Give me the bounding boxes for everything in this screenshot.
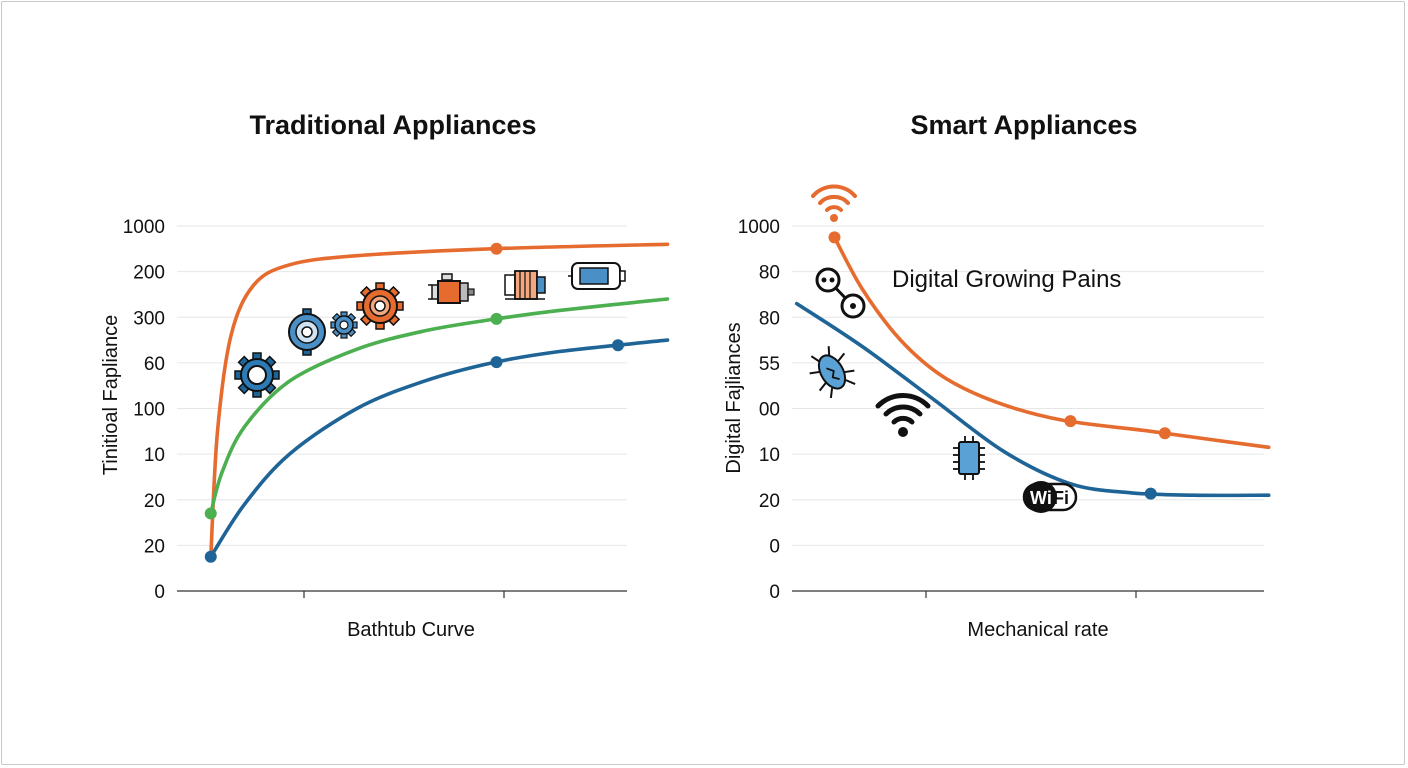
grid bbox=[792, 225, 1264, 546]
data-point-orange bbox=[490, 242, 503, 255]
chart-title: Traditional Appliances bbox=[249, 110, 536, 140]
data-point-green bbox=[490, 312, 503, 325]
traditional-appliances-panel: Traditional Appliances 10002003006010010… bbox=[100, 110, 670, 641]
y-tick-label: 80 bbox=[759, 308, 780, 329]
y-tick-label: 100 bbox=[133, 400, 165, 421]
y-tick-label: 60 bbox=[144, 354, 165, 375]
series-line-blue bbox=[794, 301, 1271, 498]
x-axis-label: Bathtub Curve bbox=[347, 619, 475, 641]
gear-icon bbox=[288, 308, 326, 356]
y-tick-label: 0 bbox=[154, 582, 165, 603]
svg-text:Fi: Fi bbox=[1053, 488, 1069, 508]
y-tick-label: 1000 bbox=[738, 217, 780, 238]
series-markers bbox=[828, 231, 1171, 500]
data-point-blue bbox=[490, 356, 503, 369]
y-tick-label: 00 bbox=[759, 400, 780, 421]
y-tick-label: 20 bbox=[144, 536, 165, 557]
y-axis-label: Digital Fajliances bbox=[723, 322, 745, 473]
data-point-green bbox=[204, 507, 217, 520]
svg-text:Wi: Wi bbox=[1030, 488, 1052, 508]
y-tick-label: 20 bbox=[759, 491, 780, 512]
filter-icon bbox=[504, 270, 546, 300]
series-line-blue bbox=[209, 338, 670, 559]
y-tick-label: 300 bbox=[133, 308, 165, 329]
gear-icon bbox=[330, 311, 358, 339]
chip-icon bbox=[953, 436, 985, 480]
x-axis-label: Mechanical rate bbox=[967, 619, 1108, 641]
annotation-digital-growing-pains: Digital Growing Pains bbox=[892, 266, 1121, 293]
y-tick-label: 80 bbox=[759, 263, 780, 284]
data-point-blue bbox=[1144, 487, 1157, 500]
data-point-orange bbox=[828, 231, 841, 244]
y-tick-label: 0 bbox=[769, 582, 780, 603]
bug-icon bbox=[809, 346, 856, 399]
wifi-icon bbox=[875, 393, 931, 437]
data-point-blue bbox=[204, 550, 217, 563]
y-axis-label: Tinitioal Fapliance bbox=[100, 315, 122, 475]
gear-icon bbox=[234, 352, 280, 398]
series-line-green bbox=[209, 297, 670, 516]
series-line-orange bbox=[832, 235, 1271, 450]
chart-title: Smart Appliances bbox=[910, 110, 1137, 140]
y-tick-label: 10 bbox=[144, 445, 165, 466]
series-markers bbox=[204, 242, 624, 563]
data-point-blue bbox=[612, 339, 624, 352]
network-nodes-icon bbox=[815, 267, 866, 319]
series-lines bbox=[794, 235, 1271, 498]
y-tick-label: 1000 bbox=[123, 217, 165, 238]
wifi-logo-icon: Wi Fi bbox=[1022, 481, 1078, 513]
y-tick-label: 0 bbox=[769, 536, 780, 557]
gear-icon bbox=[356, 282, 404, 330]
data-point-orange bbox=[1158, 427, 1171, 440]
y-tick-label: 55 bbox=[759, 354, 780, 375]
data-point-orange bbox=[1064, 415, 1077, 428]
y-tick-label: 10 bbox=[759, 445, 780, 466]
motor-icon bbox=[428, 273, 475, 304]
battery-icon bbox=[568, 262, 626, 290]
y-tick-label: 20 bbox=[144, 491, 165, 512]
wifi-signal-icon bbox=[811, 184, 857, 222]
y-tick-label: 200 bbox=[133, 263, 165, 284]
